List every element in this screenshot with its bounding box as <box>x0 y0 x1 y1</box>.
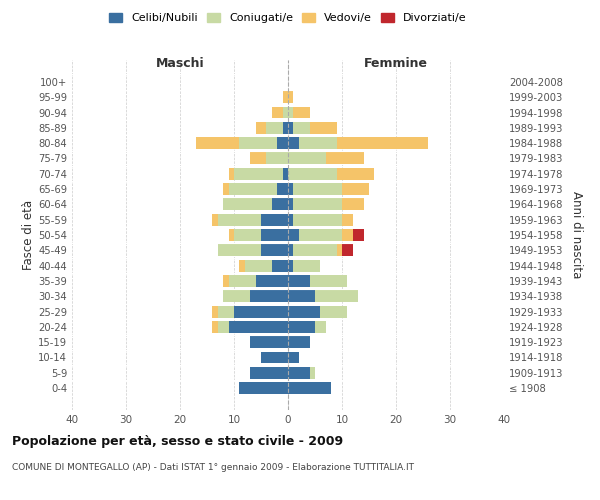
Bar <box>218 214 261 226</box>
Bar <box>234 229 261 241</box>
Bar <box>288 290 315 302</box>
Bar <box>288 260 293 272</box>
Bar <box>229 275 256 287</box>
Bar <box>310 122 337 134</box>
Bar <box>223 290 250 302</box>
Bar <box>293 106 310 118</box>
Bar <box>212 321 218 333</box>
Bar <box>288 321 315 333</box>
Bar <box>272 260 288 272</box>
Bar <box>239 137 277 149</box>
Bar <box>299 229 342 241</box>
Bar <box>315 321 326 333</box>
Bar <box>288 91 293 103</box>
Text: Popolazione per età, sesso e stato civile - 2009: Popolazione per età, sesso e stato civil… <box>12 435 343 448</box>
Bar <box>283 91 288 103</box>
Bar <box>337 244 342 256</box>
Bar <box>223 275 229 287</box>
Bar <box>229 183 277 195</box>
Bar <box>272 198 288 210</box>
Bar <box>245 260 272 272</box>
Bar <box>234 168 283 179</box>
Bar <box>250 336 288 348</box>
Bar <box>342 214 353 226</box>
Bar <box>266 152 288 164</box>
Bar <box>223 183 229 195</box>
Y-axis label: Fasce di età: Fasce di età <box>22 200 35 270</box>
Bar <box>196 137 239 149</box>
Bar <box>293 260 320 272</box>
Bar <box>288 352 299 364</box>
Bar <box>288 137 299 149</box>
Bar <box>256 122 266 134</box>
Bar <box>212 306 218 318</box>
Bar <box>261 352 288 364</box>
Bar <box>288 122 293 134</box>
Bar <box>342 244 353 256</box>
Bar <box>288 306 320 318</box>
Bar <box>288 198 293 210</box>
Bar <box>293 244 337 256</box>
Bar <box>283 168 288 179</box>
Bar <box>353 229 364 241</box>
Bar <box>293 183 342 195</box>
Bar <box>261 229 288 241</box>
Bar <box>250 367 288 379</box>
Bar <box>299 137 337 149</box>
Bar <box>342 229 353 241</box>
Bar <box>212 214 218 226</box>
Bar <box>288 336 310 348</box>
Bar <box>218 321 229 333</box>
Bar <box>326 152 364 164</box>
Bar <box>266 122 283 134</box>
Bar <box>288 244 293 256</box>
Text: Femmine: Femmine <box>364 56 428 70</box>
Bar <box>239 260 245 272</box>
Bar <box>293 198 342 210</box>
Bar <box>218 244 261 256</box>
Legend: Celibi/Nubili, Coniugati/e, Vedovi/e, Divorziati/e: Celibi/Nubili, Coniugati/e, Vedovi/e, Di… <box>105 8 471 28</box>
Bar <box>239 382 288 394</box>
Bar <box>229 229 234 241</box>
Bar <box>310 367 315 379</box>
Bar <box>229 168 234 179</box>
Bar <box>250 152 266 164</box>
Bar <box>272 106 283 118</box>
Bar <box>288 367 310 379</box>
Bar <box>223 198 272 210</box>
Bar <box>288 152 326 164</box>
Bar <box>337 137 428 149</box>
Bar <box>288 229 299 241</box>
Bar <box>250 290 288 302</box>
Bar <box>261 244 288 256</box>
Y-axis label: Anni di nascita: Anni di nascita <box>570 192 583 278</box>
Bar <box>288 106 293 118</box>
Bar <box>256 275 288 287</box>
Bar <box>218 306 234 318</box>
Bar <box>288 275 310 287</box>
Bar <box>229 321 288 333</box>
Bar <box>288 168 337 179</box>
Bar <box>277 137 288 149</box>
Bar <box>283 106 288 118</box>
Bar <box>288 214 293 226</box>
Text: Maschi: Maschi <box>155 56 205 70</box>
Bar <box>315 290 358 302</box>
Bar <box>234 306 288 318</box>
Bar <box>277 183 288 195</box>
Bar <box>310 275 347 287</box>
Bar <box>261 214 288 226</box>
Bar <box>337 168 374 179</box>
Bar <box>288 183 293 195</box>
Bar <box>342 183 369 195</box>
Bar <box>283 122 288 134</box>
Bar <box>288 382 331 394</box>
Text: COMUNE DI MONTEGALLO (AP) - Dati ISTAT 1° gennaio 2009 - Elaborazione TUTTITALIA: COMUNE DI MONTEGALLO (AP) - Dati ISTAT 1… <box>12 462 414 471</box>
Bar <box>342 198 364 210</box>
Bar <box>320 306 347 318</box>
Bar <box>293 214 342 226</box>
Bar <box>293 122 310 134</box>
